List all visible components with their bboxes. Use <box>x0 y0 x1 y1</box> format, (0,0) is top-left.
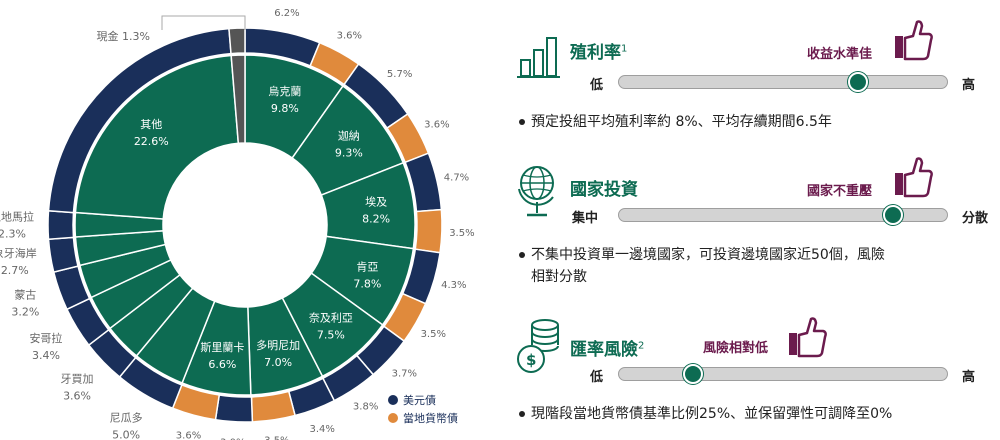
outer-label-value: 5.0% <box>112 428 140 440</box>
inner-label-value: 9.8% <box>271 102 299 115</box>
outer-label-value: 2.7% <box>1 264 29 277</box>
outer-slice <box>414 208 443 254</box>
outer-label-value: 2.3% <box>0 228 26 241</box>
chart-labels: 烏克蘭 9.8% 迦納 9.3% 埃及 8.2% 肯亞 7.8% 奈及利亞 7.5% 多明尼加 7.0… <box>0 8 475 440</box>
outer-label-name: 蒙古 <box>14 289 36 302</box>
outer-ring-value: 3.7% <box>392 368 417 379</box>
legend: 美元債 當地貨幣債 <box>388 393 458 425</box>
legend-swatch-local <box>388 413 398 423</box>
inner-label-name: 奈及利亞 <box>309 310 353 324</box>
svg-text:$: $ <box>526 351 536 369</box>
outer-ring-value: 3.0% <box>220 438 245 440</box>
feeling-label: 收益水準佳 <box>807 47 873 62</box>
legend-local: 當地貨幣債 <box>403 411 458 425</box>
outer-label-name: 安哥拉 <box>29 331 62 345</box>
inner-label-value: 7.5% <box>317 328 345 341</box>
outer-ring-value: 3.5% <box>264 436 289 440</box>
outer-ring <box>47 27 443 423</box>
level-track <box>618 367 948 381</box>
outer-ring-value: 3.8% <box>353 401 378 412</box>
inner-label-value: 7.0% <box>264 356 292 369</box>
level-track <box>618 75 948 89</box>
legend-usd: 美元債 <box>403 393 436 407</box>
bullet-text: 不集中投資單一邊境國家，可投資邊境國家近50個，風險 相對分散 <box>519 244 885 288</box>
outer-label-value: 3.6% <box>63 389 91 402</box>
thumbs-up-icon <box>789 317 827 358</box>
level-track <box>618 208 948 222</box>
inner-label-value: 6.6% <box>208 358 236 371</box>
inner-label-value: 9.3% <box>335 146 363 159</box>
level-indicator <box>848 72 868 92</box>
panel-yield: 殖利率1 收益水準佳 低 高 預定投組平均殖利率約 8%、平均存續期間6.5年 <box>515 18 995 138</box>
outer-ring-value: 5.7% <box>387 69 412 80</box>
donut-chart: 烏克蘭 9.8% 迦納 9.3% 埃及 8.2% 肯亞 7.8% 奈及利亞 7.5% 多明尼加 7.0… <box>0 8 475 440</box>
outer-slice <box>228 27 246 55</box>
outer-slice <box>47 236 79 274</box>
thumbs-up-icon <box>895 157 933 198</box>
feeling-label: 風險相對低 <box>703 341 769 356</box>
inner-label-name: 迦納 <box>338 129 360 142</box>
level-indicator <box>883 205 903 225</box>
bullet-text: 預定投組平均殖利率約 8%、平均存續期間6.5年 <box>519 111 832 133</box>
inner-label-name: 斯里蘭卡 <box>200 341 244 354</box>
feeling-label: 國家不重壓 <box>807 184 873 199</box>
scale-low: 集中 <box>572 211 599 226</box>
scale-low: 低 <box>590 78 604 93</box>
outer-label-name: 尼瓜多 <box>110 410 143 424</box>
outer-ring-value: 3.5% <box>449 228 474 239</box>
scale-high: 分散 <box>962 211 989 226</box>
scale-high: 高 <box>962 78 976 93</box>
inner-label-name: 烏克蘭 <box>268 84 301 98</box>
inner-label-value: 7.8% <box>353 277 381 290</box>
outer-slice <box>214 394 254 423</box>
outer-ring-value: 6.2% <box>274 8 299 19</box>
inner-label-value: 8.2% <box>362 213 390 226</box>
thumbs-up-icon <box>895 20 933 61</box>
bar-chart-icon <box>517 37 560 78</box>
outer-label-name: 瓜地馬拉 <box>0 210 34 224</box>
panel-title: 殖利率1 <box>570 42 628 63</box>
outer-ring-value: 3.4% <box>309 424 334 435</box>
outer-ring-value: 3.6% <box>176 431 201 440</box>
outer-ring-value: 4.3% <box>441 280 466 291</box>
bullet-text: 現階段當地貨幣債基準比例25%、並保留彈性可調降至0% <box>519 403 892 425</box>
panel-title: 國家投資 <box>570 179 638 200</box>
cash-bracket <box>161 15 246 30</box>
inner-slice <box>230 54 246 145</box>
outer-ring-value: 3.6% <box>337 31 362 42</box>
scale-high: 高 <box>962 370 976 385</box>
panel-country: 國家投資 國家不重壓 集中 分散 不集中投資單一邊境國家，可投資邊境國家近50個… <box>515 155 995 295</box>
inner-label-value: 22.6% <box>134 135 169 148</box>
outer-label-value: 3.4% <box>32 349 60 362</box>
legend-swatch-usd <box>388 395 398 405</box>
outer-label-name: 牙買加 <box>61 372 94 385</box>
level-indicator <box>683 364 703 384</box>
inner-ring <box>74 54 416 396</box>
outer-ring-value: 3.6% <box>424 120 449 131</box>
panel-title: 匯率風險2 <box>570 339 645 360</box>
inner-label-name: 埃及 <box>365 195 387 209</box>
cash-label: 現金 1.3% <box>97 29 150 43</box>
outer-ring-value: 3.5% <box>421 329 446 340</box>
inner-label-name: 多明尼加 <box>256 338 300 352</box>
scale-low: 低 <box>590 370 604 385</box>
outer-label-value: 3.2% <box>11 306 39 319</box>
outer-slice <box>47 210 75 240</box>
inner-slice <box>74 54 240 220</box>
panel-fx: $ 匯率風險2 風險相對低 低 高 現階段當地貨幣債基準比例25%、並保留彈性可… <box>515 315 995 435</box>
inner-label-name: 肯亞 <box>356 260 378 273</box>
inner-label-name: 其他 <box>140 118 162 131</box>
outer-slice <box>250 390 297 423</box>
globe-icon <box>518 166 554 217</box>
coins-icon: $ <box>517 319 559 373</box>
outer-ring-value: 4.7% <box>444 172 469 183</box>
outer-label-name: 象牙海岸 <box>0 246 37 260</box>
